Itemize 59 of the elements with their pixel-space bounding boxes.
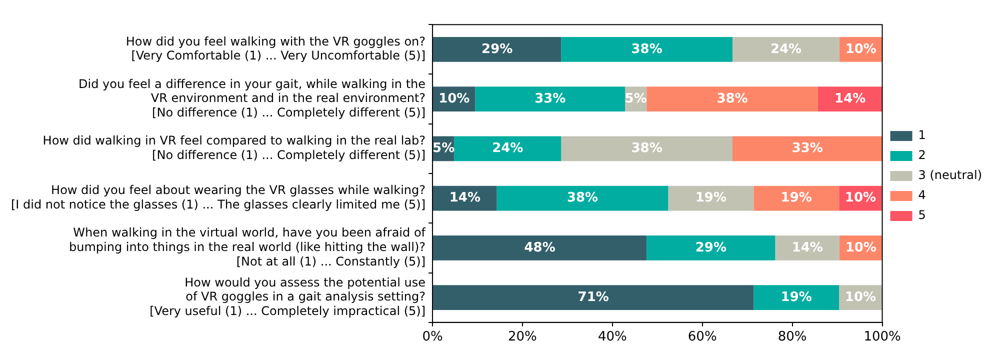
- bar: [496, 186, 668, 211]
- data-label: 10%: [844, 290, 876, 305]
- data-label: 38%: [631, 141, 662, 156]
- bar: [775, 236, 840, 260]
- y-tick-label: When walking in the virtual world, have you been afraid of bumping into things in the real world (like hitting the wall)? [Not at all (1) ... Constantly (5)]: [69, 226, 426, 268]
- data-label: 29%: [695, 240, 726, 256]
- y-tick-label: How did you feel about wearing the VR glasses while walking? [I did not notice the glasses (1) ... The glasses clearly limited me (5)]: [10, 183, 426, 212]
- data-label: 19%: [780, 190, 812, 206]
- data-label: 14%: [834, 91, 866, 106]
- data-label: 10%: [844, 190, 876, 206]
- legend-label: 1: [918, 128, 926, 142]
- bar: [646, 236, 776, 260]
- x-tick-label: 0%: [422, 330, 443, 345]
- bar: [732, 37, 840, 62]
- data-label: 14%: [449, 190, 480, 206]
- bar: [646, 86, 818, 112]
- x-tick-label: 40%: [598, 330, 627, 345]
- data-label: 29%: [482, 42, 513, 57]
- y-tick-label: How did you feel walking with the VR goggles on? [Very Comfortable (1) ... Very Uncomfortable (5)]: [126, 34, 426, 63]
- x-tick-label: 20%: [508, 330, 537, 345]
- legend-label: 3 (neutral): [918, 168, 982, 182]
- bar: [561, 136, 732, 162]
- data-label: 33%: [792, 141, 823, 156]
- data-label: 5%: [432, 141, 455, 156]
- data-label: 10%: [845, 240, 876, 256]
- y-tick-label: Did you feel a difference in your gait, while walking in the VR environment and in the real environment? [No difference (1) ... Completely different (5)]: [78, 76, 426, 120]
- data-label: 38%: [716, 91, 748, 106]
- data-label: 24%: [770, 42, 802, 57]
- bar: [433, 37, 562, 62]
- x-tick-label: 100%: [864, 330, 901, 345]
- data-label: 48%: [524, 240, 556, 256]
- data-label: 33%: [534, 91, 566, 106]
- bar: [732, 136, 882, 162]
- bar: [433, 236, 647, 260]
- data-label: 10%: [438, 91, 470, 106]
- legend-label: 2: [918, 148, 926, 162]
- data-label: 38%: [631, 42, 662, 57]
- data-label: 71%: [578, 290, 609, 305]
- y-tick-label: How would you assess the potential use of VR goggles in a gait analysis setting? [Very useful (1) ... Completely impractical (5)]: [150, 275, 426, 318]
- bar: [754, 186, 840, 211]
- data-label: 5%: [624, 91, 647, 106]
- bar: [818, 86, 882, 112]
- legend-label: 5: [918, 208, 926, 222]
- bar: [475, 86, 626, 112]
- bar: [433, 285, 754, 310]
- data-label: 10%: [845, 42, 876, 57]
- data-label: 19%: [780, 290, 812, 305]
- legend-label: 4: [918, 188, 926, 202]
- x-tick-label: 80%: [778, 330, 807, 345]
- bar: [668, 186, 754, 211]
- data-label: 38%: [566, 190, 598, 206]
- bar: [561, 37, 732, 62]
- x-tick-label: 60%: [688, 330, 717, 345]
- data-label: 14%: [792, 240, 823, 256]
- bar: [754, 285, 840, 310]
- data-label: 24%: [492, 141, 524, 156]
- data-label: 19%: [695, 190, 726, 206]
- y-tick-label: How did walking in VR feel compared to walking in the real lab? [No difference (1) ... Completely different (5)]: [42, 134, 426, 162]
- bar: [454, 136, 562, 162]
